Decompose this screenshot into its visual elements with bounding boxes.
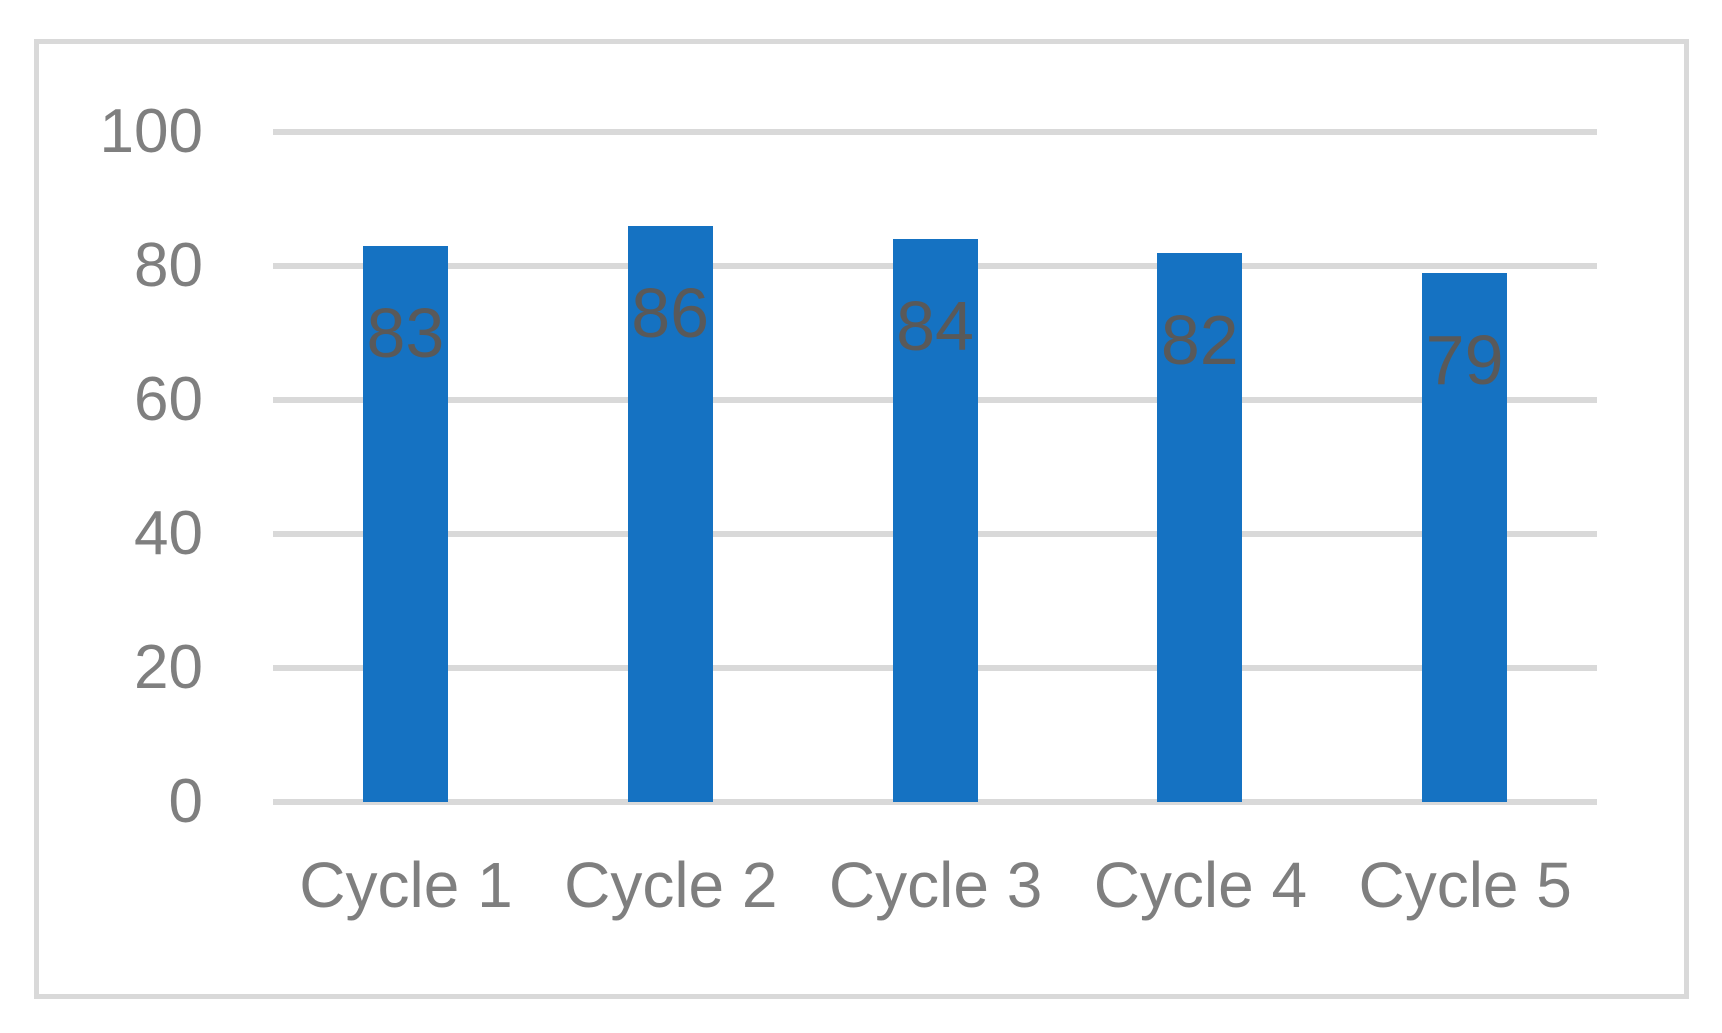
bar-value-label: 79: [1425, 320, 1504, 399]
y-axis-tick-label: 0: [168, 767, 203, 836]
chart-frame: [34, 39, 1689, 999]
y-axis-tick-label: 60: [134, 365, 203, 434]
bar-value-label: 82: [1160, 300, 1239, 379]
bar-value-label: 83: [366, 293, 445, 372]
y-axis-tick-label: 40: [134, 499, 203, 568]
y-axis-tick-label: 100: [99, 97, 203, 166]
x-category-label: Cycle 5: [1358, 849, 1572, 921]
x-category-label: Cycle 2: [564, 849, 778, 921]
bar-cycle-3: [892, 239, 978, 802]
gridline: [273, 129, 1597, 135]
gridline: [273, 799, 1597, 805]
y-axis-tick-label: 20: [134, 633, 203, 702]
bar-value-label: 86: [631, 273, 710, 352]
bar-cycle-5: [1422, 272, 1508, 802]
x-category-label: Cycle 3: [828, 849, 1043, 921]
x-category-label: Cycle 4: [1093, 849, 1308, 921]
y-axis-tick-label: 80: [134, 231, 203, 300]
bar-value-label: 84: [896, 287, 974, 366]
bar-cycle-1: [362, 245, 448, 802]
bar-cycle-2: [627, 225, 713, 802]
bar-cycle-4: [1157, 252, 1243, 802]
x-category-label: Cycle 1: [299, 849, 513, 921]
